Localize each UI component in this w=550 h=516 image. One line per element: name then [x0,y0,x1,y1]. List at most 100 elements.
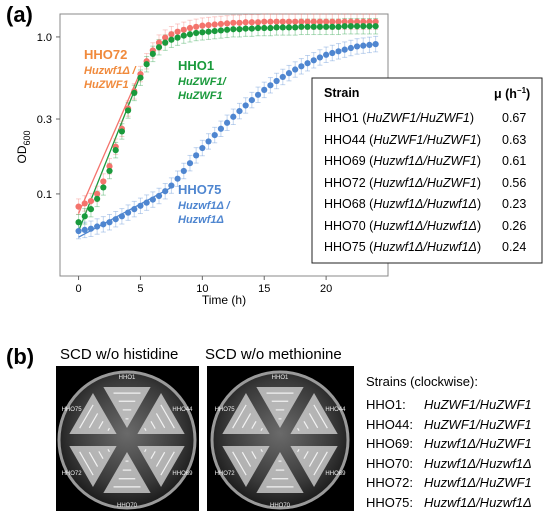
legend-strain: HHO44: [366,416,413,432]
legend-genotype: Huzwf1Δ/HuZWF1 [424,475,532,490]
data-point [316,54,324,61]
sector-label: HHO44 [172,407,193,413]
data-point [118,128,125,135]
streak-sector [69,445,117,487]
strain-name: HHO70 [324,218,366,233]
streak-line [107,448,110,453]
sector-label: HHO75 [62,407,83,413]
data-point [106,167,113,175]
strain-genotype: Huzwf1Δ/HuZWF1 [373,175,477,190]
data-point [366,23,373,30]
data-point [292,66,299,73]
data-point [81,213,88,220]
data-point [285,18,293,25]
table-cell-strain: HHO44 (HuZWF1/HuZWF1) [324,132,481,147]
table-header-mu: μ (h−1) [494,86,530,101]
table-cell-strain: HHO68 (Huzwf1Δ/Huzwf1Δ) [324,197,482,211]
y-tick-label: 0.1 [37,189,52,201]
data-point [199,144,206,152]
plate-sectors: HHO1 HHO44 HHO69 HHO70 HHO72 HHO75 [215,375,347,509]
data-point [316,23,324,30]
data-point [94,223,101,230]
x-tick-label: 20 [320,283,332,295]
data-point [106,163,113,170]
data-point [298,23,305,30]
annotation-hho72-line1: Huzwf1Δ / [84,65,138,77]
data-point [310,23,317,30]
data-point [180,26,187,33]
strain-name: HHO72 [324,175,366,190]
data-point [254,24,262,32]
table-cell-strain: HHO69 (Huzwf1Δ/HuZWF1) [324,154,482,168]
data-point [304,18,311,25]
data-point [292,18,299,25]
data-point [155,44,163,51]
data-point [211,131,218,139]
legend-strain: HHO72: [366,475,413,490]
data-point [211,21,218,28]
data-point [186,24,194,32]
data-point [199,22,206,29]
streak-line [150,451,156,460]
data-point [174,175,181,182]
y-tick-label: 0.3 [37,114,52,126]
streak-line [241,413,252,429]
data-point [137,74,144,81]
strain-genotype: Huzwf1Δ/Huzwf1Δ [373,240,477,254]
streak-sector [137,445,185,487]
data-point [223,20,231,27]
data-point [273,77,280,85]
data-point [310,57,317,64]
data-point [298,63,305,70]
data-point [304,60,311,67]
y-axis-label-main: OD [15,145,29,163]
streak-line [297,448,300,453]
data-point [230,113,237,120]
streak-line [160,404,175,429]
data-point [94,190,101,198]
x-axis-label: Time (h) [202,293,246,307]
data-point [174,28,181,35]
plate-title-histidine: SCD w/o histidine [60,346,179,363]
data-point [230,19,237,26]
data-point [273,18,280,25]
data-point [217,20,225,28]
y-axis: 0.1 0.3 1.0 [37,32,60,201]
legend-strain: HHO69: [366,436,413,451]
sector-label: HHO69 [172,471,193,477]
streak-line [155,413,166,429]
data-point [168,182,175,189]
streak-line [303,451,309,460]
streak-sector [222,393,270,435]
table-cell-mu: 0.23 [502,197,527,211]
data-point [323,18,330,25]
table-cell-strain: HHO75 (Huzwf1Δ/Huzwf1Δ) [324,240,482,254]
streak-line [155,451,166,467]
data-point [254,91,262,98]
table-cell-mu: 0.61 [502,154,527,168]
data-point [186,31,194,38]
data-point [205,21,212,29]
table-header-strain: Strain [324,86,360,100]
y-tick-label: 1.0 [37,32,52,44]
data-point [193,152,200,159]
streak-line [79,404,94,429]
data-point [329,49,336,57]
data-point [236,107,243,115]
annotation-hho1-line1: HuZWF1/ [178,76,228,88]
data-point [254,19,262,26]
data-point [168,31,175,38]
streak-line [144,427,147,432]
streak-line [150,420,156,429]
plate-drawing-histidine: HHO1 HHO44 HHO69 HHO70 HHO72 HHO75 [57,370,197,510]
data-point [162,39,169,46]
streak-sector [103,387,151,428]
data-point [360,42,367,49]
data-point [174,34,181,41]
sector-label: HHO75 [215,407,236,413]
x-tick-label: 10 [196,283,208,295]
streak-line [308,451,319,467]
panel-a-label: (a) [6,2,33,27]
strain-name: HHO44 [324,132,366,147]
streak-sector [290,445,338,487]
